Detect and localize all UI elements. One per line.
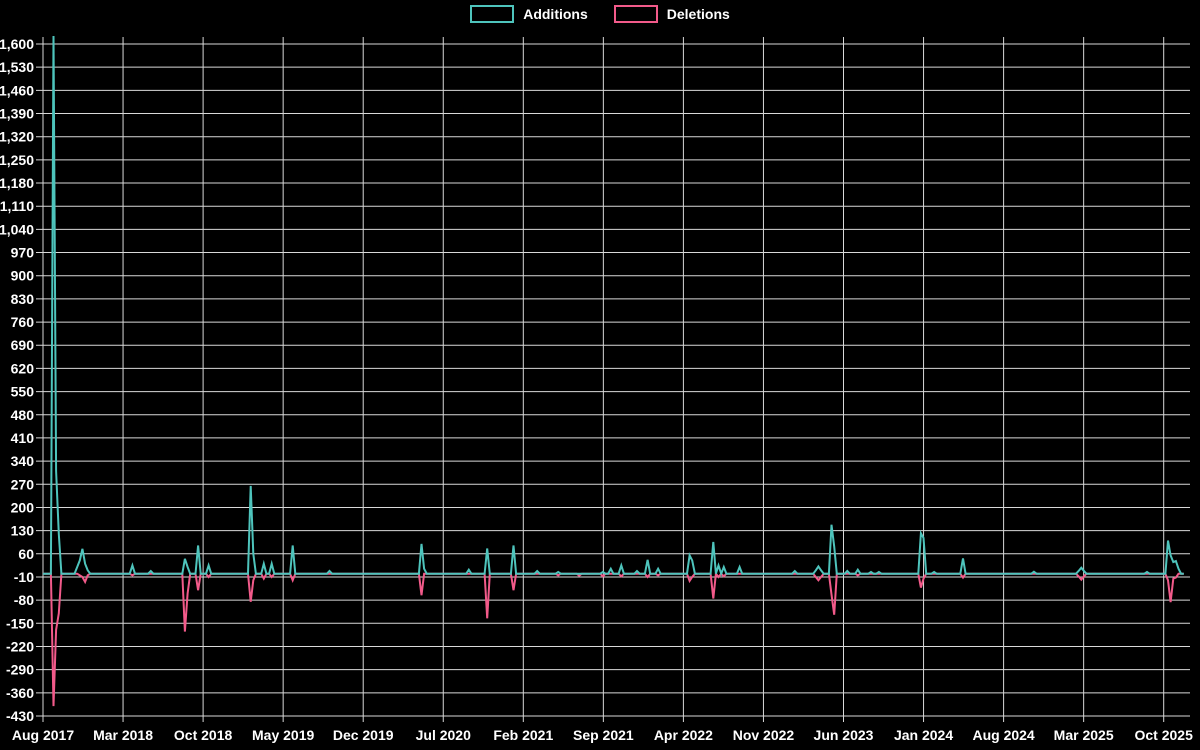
legend-item-deletions[interactable]: Deletions (613, 5, 730, 23)
x-axis-tick-labels: Aug 2017 Mar 2018 Oct 2018 May 2019 Dec 2019… (12, 727, 1193, 743)
deletions-line (43, 571, 1184, 707)
chart-legend: Additions Deletions (0, 5, 1200, 23)
y-tick-label: 1,180 (0, 175, 34, 191)
y-tick-label: 690 (11, 337, 35, 353)
x-tick-label: Jan 2024 (894, 727, 953, 743)
y-tick-label: -150 (6, 615, 34, 631)
y-tick-label: 1,110 (0, 198, 34, 214)
y-axis-tick-labels: 1,600 1,530 1,460 1,390 1,320 1,250 1,180 1,110… (0, 36, 34, 724)
y-tick-label: 1,530 (0, 59, 34, 75)
y-tick-label: 970 (11, 245, 35, 261)
y-tick-label: 270 (11, 476, 35, 492)
deletions-swatch (613, 5, 658, 23)
y-tick-label: -360 (6, 685, 34, 701)
x-tick-label: May 2019 (252, 727, 314, 743)
y-tick-label: 340 (11, 453, 35, 469)
y-tick-label: 1,600 (0, 36, 34, 52)
y-tick-label: -10 (14, 569, 34, 585)
additions-line (43, 36, 1184, 577)
x-tick-label: Oct 2018 (174, 727, 233, 743)
y-tick-label: -80 (14, 592, 34, 608)
x-tick-label: Aug 2017 (12, 727, 74, 743)
x-tick-label: Apr 2022 (654, 727, 713, 743)
x-tick-label: Mar 2018 (93, 727, 153, 743)
x-tick-label: Mar 2025 (1054, 727, 1114, 743)
y-tick-label: 1,320 (0, 129, 34, 145)
x-tick-label: Oct 2025 (1135, 727, 1194, 743)
gridlines (36, 37, 1190, 722)
y-tick-label: 1,390 (0, 106, 34, 122)
y-tick-label: 200 (11, 499, 35, 515)
legend-item-additions[interactable]: Additions (470, 5, 588, 23)
x-tick-label: Nov 2022 (733, 727, 795, 743)
y-tick-label: 60 (18, 546, 34, 562)
y-tick-label: 130 (11, 523, 35, 539)
y-tick-label: 410 (11, 430, 35, 446)
y-tick-label: -290 (6, 662, 34, 678)
additions-legend-label: Additions (523, 6, 588, 22)
y-tick-label: 760 (11, 314, 35, 330)
y-tick-label: 1,460 (0, 82, 34, 98)
x-tick-label: Jul 2020 (416, 727, 471, 743)
deletions-legend-label: Deletions (666, 6, 730, 22)
y-tick-label: 620 (11, 360, 35, 376)
y-tick-label: -220 (6, 638, 34, 654)
x-tick-label: Sep 2021 (573, 727, 634, 743)
additions-swatch (470, 5, 515, 23)
x-tick-label: Dec 2019 (333, 727, 394, 743)
y-tick-label: 1,040 (0, 221, 34, 237)
x-tick-label: Feb 2021 (493, 727, 553, 743)
x-tick-label: Aug 2024 (972, 727, 1034, 743)
x-tick-label: Jun 2023 (814, 727, 874, 743)
y-tick-label: 550 (11, 384, 35, 400)
y-tick-label: 900 (11, 268, 35, 284)
y-tick-label: 830 (11, 291, 35, 307)
y-tick-label: 480 (11, 407, 35, 423)
y-tick-label: 1,250 (0, 152, 34, 168)
y-tick-label: -430 (6, 708, 34, 724)
